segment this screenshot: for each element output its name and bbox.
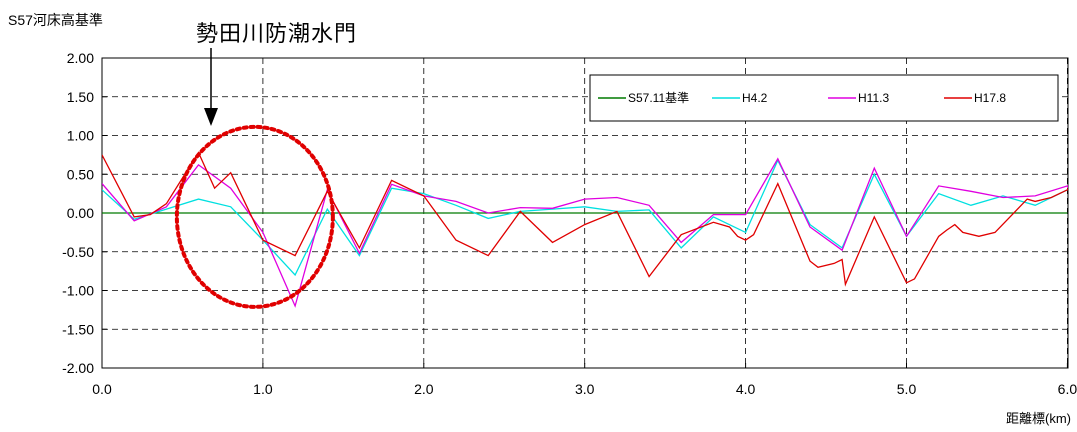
y-tick-label: -1.00	[62, 283, 94, 299]
y-tick-label: -2.00	[62, 360, 94, 376]
x-tick-label: 5.0	[897, 381, 917, 397]
y-tick-label: 1.50	[67, 89, 94, 105]
annotation-arrowhead	[204, 108, 218, 126]
x-tick-label: 2.0	[414, 381, 434, 397]
y-tick-label: 2.00	[67, 50, 94, 66]
series-line-3	[102, 157, 1068, 308]
x-tick-label: 3.0	[575, 381, 595, 397]
legend-label: H4.2	[742, 91, 768, 105]
y-tick-label: -1.50	[62, 321, 94, 337]
y-tick-label: 1.00	[67, 128, 94, 144]
annotation-ellipse	[174, 124, 335, 309]
x-axis-title: 距離標(km)	[1006, 411, 1071, 426]
y-tick-label: -0.50	[62, 244, 94, 260]
series-line-4	[102, 151, 1068, 287]
y-tick-label: 0.50	[67, 166, 94, 182]
legend-label: H11.3	[858, 91, 889, 105]
x-tick-label: 1.0	[253, 381, 273, 397]
y-axis-title: S57河床高基準	[8, 12, 103, 28]
legend-label: H17.8	[974, 91, 1006, 105]
x-tick-label: 4.0	[736, 381, 756, 397]
x-tick-label: 6.0	[1058, 381, 1077, 397]
annotation-label: 勢田川防潮水門	[196, 21, 358, 46]
x-tick-label: 0.0	[92, 381, 112, 397]
legend-box	[589, 74, 1059, 122]
legend-label: S57.11基準	[628, 90, 689, 105]
y-tick-label: 0.00	[67, 205, 94, 221]
